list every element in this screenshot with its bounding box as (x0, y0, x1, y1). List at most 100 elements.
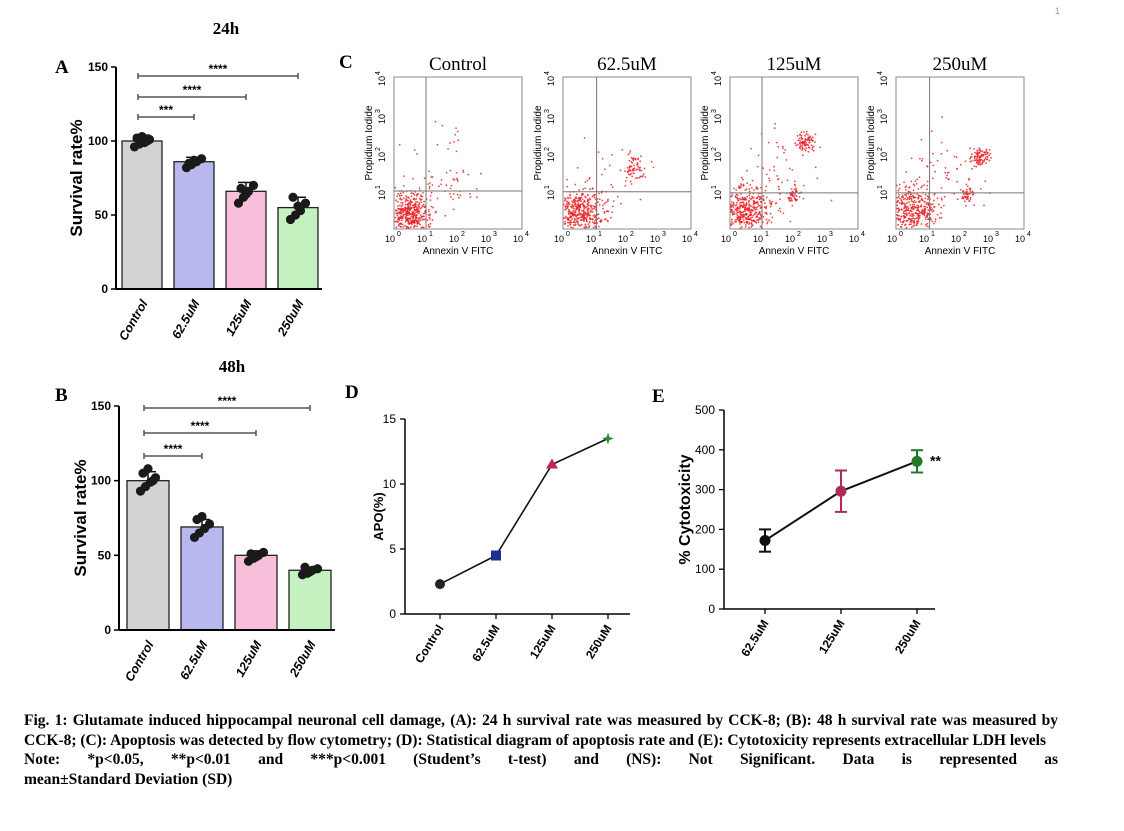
event-dot (986, 156, 989, 158)
event-dot (589, 205, 592, 208)
event-dot (744, 189, 747, 191)
event-dot (402, 215, 405, 217)
event-dot (745, 198, 748, 201)
event-dot (781, 181, 783, 184)
data-point (142, 136, 152, 146)
event-dot (940, 152, 943, 155)
event-dot (771, 200, 774, 203)
event-dot (407, 220, 409, 223)
event-dot (924, 216, 927, 219)
event-dot (908, 201, 910, 204)
event-dot (917, 220, 920, 223)
significance-label: **** (191, 419, 210, 433)
event-dot (910, 195, 912, 198)
event-dot (896, 217, 898, 220)
event-dot (397, 217, 400, 219)
data-point (241, 189, 251, 199)
event-dot (974, 155, 976, 158)
event-dot (611, 211, 614, 214)
event-dot (746, 182, 749, 185)
event-dot (807, 133, 809, 136)
event-dot (625, 176, 628, 179)
event-dot (574, 211, 577, 214)
event-dot (583, 206, 586, 209)
event-dot (908, 218, 911, 220)
event-dot (740, 193, 742, 195)
event-dot (450, 184, 453, 187)
event-dot (422, 192, 424, 194)
event-dot (745, 202, 748, 204)
event-dot (745, 169, 748, 172)
event-dot (413, 220, 416, 223)
event-dot (900, 208, 903, 211)
event-dot (962, 197, 965, 200)
event-dot (966, 196, 969, 199)
x-tick-exponent: 0 (397, 231, 401, 238)
event-dot (428, 185, 431, 188)
event-dot (919, 157, 921, 160)
event-dot (578, 224, 581, 227)
event-dot (626, 166, 629, 169)
x-tick-label: 125uM (816, 617, 848, 656)
event-dot (430, 176, 433, 178)
event-dot (930, 203, 933, 206)
event-dot (760, 186, 762, 189)
event-dot (396, 205, 399, 207)
event-dot (816, 177, 819, 180)
event-dot (791, 199, 793, 202)
y-tick-label: 10 (383, 477, 397, 491)
event-dot (456, 178, 459, 181)
event-dot (805, 133, 808, 135)
event-dot (988, 149, 991, 151)
event-dot (738, 218, 740, 221)
event-dot (918, 194, 921, 197)
event-dot (936, 213, 939, 216)
x-tick-label: 10 (586, 234, 596, 244)
event-dot (734, 208, 737, 211)
event-dot (455, 172, 458, 174)
event-dot (915, 183, 918, 185)
event-dot (744, 205, 746, 208)
event-dot (746, 207, 749, 210)
event-dot (794, 142, 797, 145)
event-dot (430, 191, 433, 194)
event-dot (584, 214, 587, 216)
event-dot (808, 136, 811, 139)
event-dot (804, 149, 807, 152)
event-dot (398, 143, 401, 146)
panel-e-line-chart: E 0 100 200 300 400 500 % Cytotoxicity 62.5uM 125… (652, 386, 941, 659)
event-dot (740, 221, 742, 224)
event-dot (410, 195, 413, 198)
event-dot (420, 198, 423, 201)
event-dot (976, 160, 978, 163)
event-dot (971, 167, 973, 170)
event-dot (601, 158, 604, 160)
event-dot (779, 198, 781, 201)
event-dot (739, 204, 741, 207)
data-point (288, 192, 298, 202)
event-dot (918, 176, 921, 179)
event-dot (971, 160, 973, 162)
event-dot (403, 213, 406, 216)
x-axis-label: Annexin V FITC (925, 246, 996, 257)
event-dot (735, 189, 738, 191)
x-tick-exponent: 4 (525, 231, 529, 238)
event-dot (753, 189, 755, 191)
event-dot (775, 202, 778, 204)
event-dot (933, 199, 935, 202)
event-dot (578, 189, 581, 191)
event-dot (902, 196, 905, 199)
event-dot (462, 171, 465, 174)
event-dot (988, 159, 991, 162)
event-dot (926, 222, 929, 225)
event-dot (762, 167, 765, 170)
y-tick-label: 500 (695, 403, 715, 417)
event-dot (973, 159, 976, 162)
event-dot (431, 184, 434, 186)
event-dot (989, 152, 992, 155)
event-dot (401, 217, 404, 220)
event-dot (749, 218, 752, 221)
panel-label: E (652, 386, 665, 407)
event-dot (591, 210, 594, 213)
event-dot (395, 212, 397, 215)
